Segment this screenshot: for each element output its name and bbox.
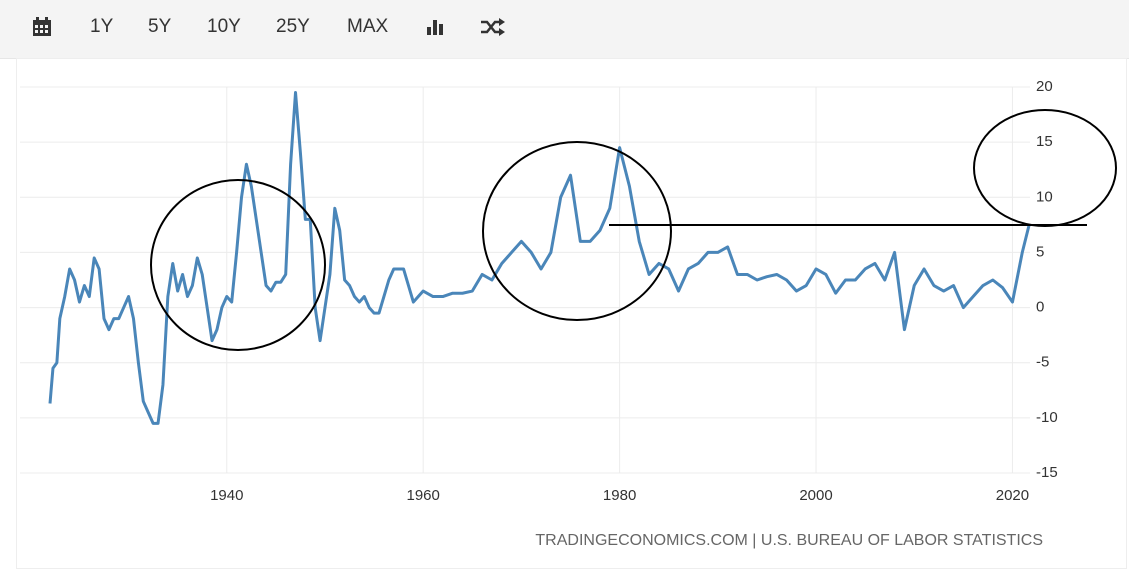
y-tick-label: 10	[1036, 188, 1053, 205]
x-tick-label: 2020	[996, 487, 1029, 504]
annotations	[150, 109, 1117, 351]
data-line	[48, 91, 1031, 425]
y-tick-label: -5	[1036, 354, 1049, 371]
range-button[interactable]: 25Y	[276, 16, 310, 37]
range-button[interactable]: 1Y	[90, 16, 114, 37]
y-tick-label: 5	[1036, 243, 1044, 260]
y-tick-label: -10	[1036, 409, 1058, 426]
chart: TRADINGECONOMICS.COM | U.S. BUREAU OF LA…	[16, 58, 1127, 569]
x-tick-label: 2000	[799, 487, 832, 504]
source-label: TRADINGECONOMICS.COM | U.S. BUREAU OF LA…	[535, 532, 1043, 549]
shuffle-icon[interactable]	[480, 17, 506, 37]
range-button[interactable]: 5Y	[148, 16, 172, 37]
toolbar: 1Y 5Y 10Y 25Y MAX	[0, 0, 1129, 59]
range-button[interactable]: MAX	[347, 16, 389, 37]
range-button[interactable]: 10Y	[207, 16, 241, 37]
chart-frame	[16, 58, 1127, 569]
bar-chart-icon[interactable]	[426, 18, 446, 36]
y-tick-label: 15	[1036, 133, 1053, 150]
calendar-icon[interactable]	[32, 17, 52, 37]
y-tick-label: -15	[1036, 464, 1058, 481]
y-tick-label: 0	[1036, 299, 1044, 316]
annotation-circle	[150, 179, 326, 351]
y-tick-label: 20	[1036, 78, 1053, 95]
annotation-circle	[482, 141, 672, 321]
x-tick-label: 1980	[603, 487, 636, 504]
x-tick-label: 1960	[407, 487, 440, 504]
x-tick-label: 1940	[210, 487, 243, 504]
